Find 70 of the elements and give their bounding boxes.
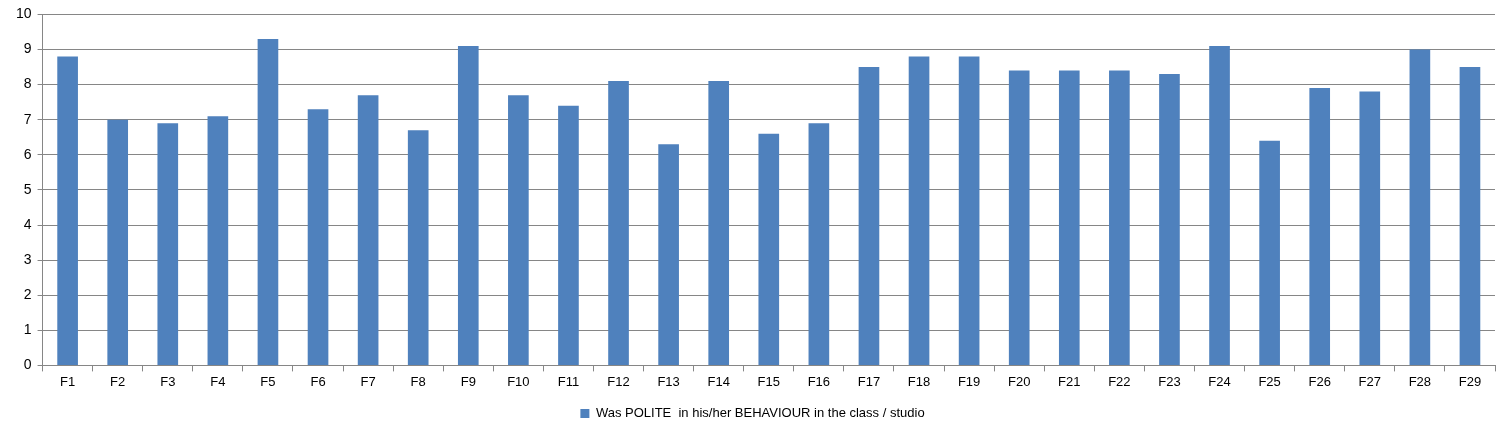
x-tick-label: F11 bbox=[557, 373, 580, 389]
bar bbox=[357, 95, 379, 365]
y-tick-label: 4 bbox=[23, 215, 32, 232]
bar bbox=[908, 56, 930, 365]
x-tick-label: F25 bbox=[1258, 373, 1281, 389]
bar bbox=[1109, 70, 1130, 365]
x-tick-label: F6 bbox=[310, 373, 326, 389]
x-tick-label: F14 bbox=[707, 373, 730, 389]
bar bbox=[157, 123, 179, 365]
bar bbox=[107, 119, 129, 365]
x-tick-label: F4 bbox=[210, 373, 226, 389]
x-tick-label: F5 bbox=[260, 373, 276, 389]
x-tick-label: F24 bbox=[1208, 373, 1231, 389]
x-tick-label: F17 bbox=[857, 373, 881, 389]
bar bbox=[307, 109, 329, 365]
bar bbox=[407, 130, 429, 365]
bar bbox=[808, 123, 830, 365]
y-tick-label: 3 bbox=[23, 250, 32, 267]
x-tick-label: F27 bbox=[1358, 373, 1381, 389]
x-tick-label: F20 bbox=[1008, 373, 1031, 389]
x-tick-label: F23 bbox=[1158, 373, 1181, 389]
x-tick-label: F19 bbox=[957, 373, 981, 389]
bar bbox=[608, 81, 629, 365]
x-tick-label: F22 bbox=[1108, 373, 1131, 389]
x-tick-label: F21 bbox=[1058, 373, 1081, 389]
y-tick-label: 1 bbox=[23, 321, 32, 338]
bar bbox=[207, 116, 229, 365]
x-tick-label: F18 bbox=[907, 373, 931, 389]
x-tick-label: F13 bbox=[657, 373, 680, 389]
y-tick-label: 0 bbox=[23, 356, 32, 373]
x-tick-label: F12 bbox=[607, 373, 630, 389]
bar bbox=[1058, 70, 1080, 365]
bar bbox=[658, 144, 679, 365]
legend-label: Was POLITE in his/her BEHAVIOUR in the class / studio bbox=[595, 405, 925, 421]
y-tick-label: 10 bbox=[15, 5, 32, 22]
y-tick-label: 2 bbox=[23, 286, 32, 303]
bar bbox=[1409, 49, 1431, 365]
x-tick-label: F8 bbox=[410, 373, 426, 389]
bar bbox=[1008, 70, 1030, 365]
bar bbox=[1459, 67, 1481, 365]
x-tick-label: F7 bbox=[360, 373, 376, 389]
bar bbox=[1309, 88, 1331, 365]
x-tick-label: F3 bbox=[160, 373, 176, 389]
x-tick-label: F15 bbox=[757, 373, 780, 389]
x-tick-label: F1 bbox=[60, 373, 76, 389]
x-tick-label: F16 bbox=[807, 373, 831, 389]
bar bbox=[508, 95, 529, 365]
x-tick-label: F28 bbox=[1408, 373, 1432, 389]
bar bbox=[708, 81, 730, 365]
bar bbox=[1209, 45, 1230, 365]
y-tick-label: 8 bbox=[23, 75, 32, 92]
x-tick-label: F9 bbox=[460, 373, 476, 389]
bar bbox=[758, 133, 780, 365]
bar bbox=[1159, 74, 1180, 365]
bar bbox=[858, 67, 880, 365]
x-tick-label: F29 bbox=[1458, 373, 1482, 389]
bar bbox=[257, 38, 279, 365]
bar bbox=[958, 56, 980, 365]
bar bbox=[57, 56, 78, 365]
bar bbox=[558, 105, 579, 365]
x-tick-label: F26 bbox=[1308, 373, 1331, 389]
bar bbox=[1359, 91, 1381, 365]
bar bbox=[457, 45, 479, 365]
x-tick-label: F10 bbox=[507, 373, 530, 389]
y-tick-label: 9 bbox=[23, 40, 32, 57]
x-tick-label: F2 bbox=[110, 373, 126, 389]
y-tick-label: 7 bbox=[23, 110, 32, 127]
y-tick-label: 6 bbox=[23, 145, 32, 162]
y-tick-label: 5 bbox=[23, 180, 32, 197]
bar bbox=[1259, 140, 1280, 365]
